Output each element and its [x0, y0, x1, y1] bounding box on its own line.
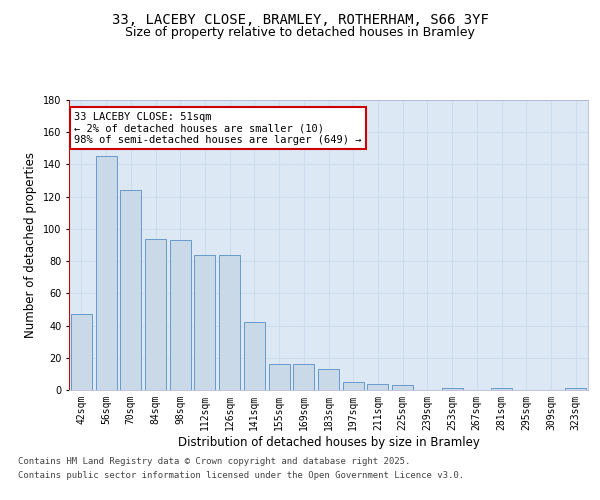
- Bar: [244, 322, 265, 390]
- Text: Size of property relative to detached houses in Bramley: Size of property relative to detached ho…: [125, 26, 475, 39]
- Bar: [343, 382, 364, 390]
- Bar: [392, 385, 413, 390]
- Text: 33, LACEBY CLOSE, BRAMLEY, ROTHERHAM, S66 3YF: 33, LACEBY CLOSE, BRAMLEY, ROTHERHAM, S6…: [112, 12, 488, 26]
- Bar: [367, 384, 388, 390]
- Bar: [120, 190, 141, 390]
- Text: Contains public sector information licensed under the Open Government Licence v3: Contains public sector information licen…: [18, 471, 464, 480]
- Bar: [71, 314, 92, 390]
- Bar: [269, 364, 290, 390]
- Bar: [145, 238, 166, 390]
- X-axis label: Distribution of detached houses by size in Bramley: Distribution of detached houses by size …: [178, 436, 479, 448]
- Bar: [491, 388, 512, 390]
- Bar: [293, 364, 314, 390]
- Bar: [194, 254, 215, 390]
- Y-axis label: Number of detached properties: Number of detached properties: [25, 152, 37, 338]
- Bar: [219, 254, 240, 390]
- Bar: [95, 156, 116, 390]
- Bar: [442, 388, 463, 390]
- Text: Contains HM Land Registry data © Crown copyright and database right 2025.: Contains HM Land Registry data © Crown c…: [18, 458, 410, 466]
- Text: 33 LACEBY CLOSE: 51sqm
← 2% of detached houses are smaller (10)
98% of semi-deta: 33 LACEBY CLOSE: 51sqm ← 2% of detached …: [74, 112, 362, 145]
- Bar: [170, 240, 191, 390]
- Bar: [565, 388, 586, 390]
- Bar: [318, 369, 339, 390]
